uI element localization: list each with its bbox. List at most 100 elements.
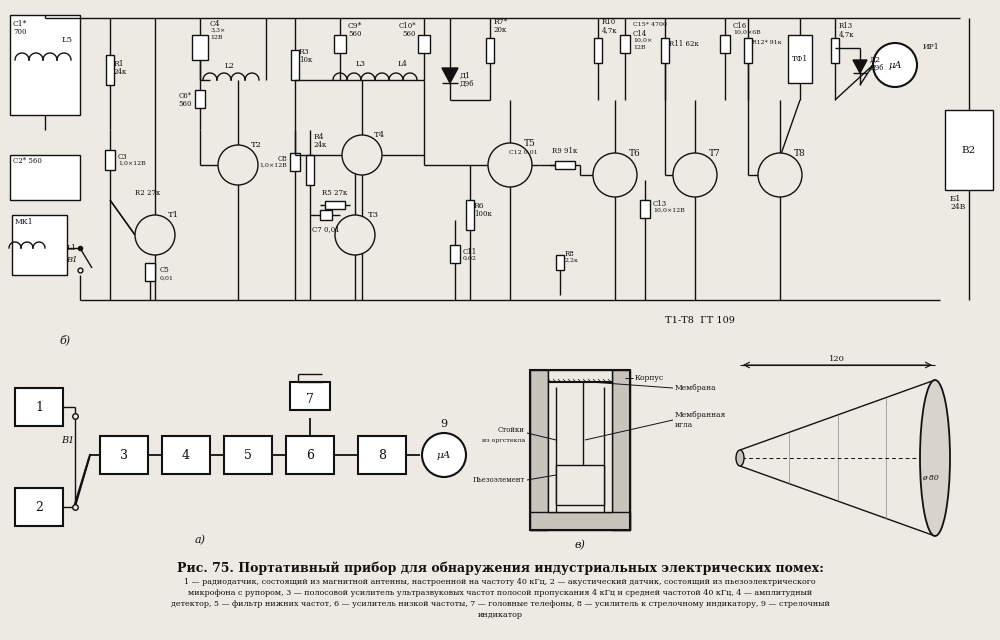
Text: L1: L1 — [67, 244, 77, 252]
Text: C16: C16 — [733, 22, 747, 30]
Bar — [15, 488, 63, 526]
Bar — [224, 436, 272, 474]
Text: Д1: Д1 — [460, 72, 471, 80]
Bar — [640, 200, 650, 218]
Bar — [831, 38, 839, 63]
Circle shape — [758, 153, 802, 197]
Text: μA: μA — [888, 61, 902, 70]
Text: B1: B1 — [66, 256, 78, 264]
Text: C1*: C1* — [13, 20, 27, 28]
Text: 10,0×6В: 10,0×6В — [733, 30, 761, 35]
Bar — [290, 153, 300, 171]
Text: T1: T1 — [168, 211, 178, 219]
Text: 8: 8 — [378, 449, 386, 461]
Bar — [418, 35, 430, 53]
Bar — [620, 35, 630, 53]
Bar — [720, 35, 730, 53]
Text: 9: 9 — [440, 419, 448, 429]
Bar — [556, 255, 564, 270]
Text: 1 — радиодатчик, состоящий из магнитной антенны, настроенной на частоту 40 кГц, : 1 — радиодатчик, состоящий из магнитной … — [184, 578, 816, 586]
Text: R10: R10 — [602, 18, 616, 26]
Bar — [325, 201, 345, 209]
Bar — [555, 161, 575, 169]
Bar — [100, 436, 148, 474]
Text: 24к: 24к — [114, 68, 127, 76]
Text: детектор, 5 — фильтр нижних частот, 6 — усилитель низкой частоты, 7 — головные т: детектор, 5 — фильтр нижних частот, 6 — … — [171, 600, 829, 608]
Bar — [306, 155, 314, 185]
Text: из оргстекла: из оргстекла — [482, 438, 525, 442]
Bar — [530, 512, 630, 530]
Bar — [290, 382, 330, 410]
Text: R8: R8 — [565, 250, 575, 258]
Text: 5: 5 — [244, 449, 252, 461]
Text: микрофона с рупором, 3 — полосовой усилитель ультразвуковых частот полосой пропу: микрофона с рупором, 3 — полосовой усили… — [188, 589, 812, 597]
Text: Д2: Д2 — [870, 56, 881, 64]
Text: C2* 560: C2* 560 — [13, 157, 42, 165]
Bar — [612, 370, 630, 530]
Text: 700: 700 — [13, 28, 26, 36]
Bar — [518, 159, 522, 171]
Ellipse shape — [736, 450, 744, 466]
Text: T2: T2 — [251, 141, 261, 149]
Bar — [15, 388, 63, 426]
Text: 10к: 10к — [299, 56, 312, 64]
Circle shape — [488, 143, 532, 187]
Text: T7: T7 — [709, 148, 721, 157]
Text: Мембрана: Мембрана — [675, 384, 717, 392]
Text: R3: R3 — [299, 48, 310, 56]
Bar — [334, 35, 346, 53]
Text: 12В: 12В — [210, 35, 222, 40]
Bar — [10, 15, 80, 115]
Text: ИР1: ИР1 — [923, 43, 940, 51]
Bar — [286, 436, 334, 474]
Bar — [661, 38, 669, 63]
Bar — [530, 370, 630, 530]
Bar — [105, 150, 115, 170]
Text: R5 27к: R5 27к — [322, 189, 348, 197]
Bar — [192, 35, 208, 60]
Text: Б1: Б1 — [950, 195, 962, 203]
Circle shape — [422, 433, 466, 477]
Text: 560: 560 — [348, 30, 362, 38]
Text: R4: R4 — [314, 133, 325, 141]
Text: T5: T5 — [524, 138, 536, 147]
Text: МК1: МК1 — [15, 218, 34, 226]
Text: Д9б: Д9б — [460, 80, 475, 88]
Text: C4: C4 — [210, 20, 221, 28]
Text: 560: 560 — [402, 30, 416, 38]
Text: L3: L3 — [356, 60, 366, 68]
Text: R1: R1 — [114, 60, 125, 68]
Text: Рис. 75. Портативный прибор для обнаружения индустриальных электрических помех:: Рис. 75. Портативный прибор для обнаруже… — [177, 561, 823, 575]
Text: 10,0×12В: 10,0×12В — [653, 208, 685, 213]
Text: C15* 4700: C15* 4700 — [633, 22, 667, 27]
Text: 24В: 24В — [950, 203, 965, 211]
Bar — [145, 263, 155, 281]
Text: 1: 1 — [35, 401, 43, 413]
Text: 4,7к: 4,7к — [839, 30, 855, 38]
Bar — [291, 50, 299, 80]
Text: 2,2к: 2,2к — [565, 258, 579, 263]
Text: R11 62к: R11 62к — [669, 40, 699, 48]
Text: C7 0,01: C7 0,01 — [312, 225, 340, 233]
Bar — [530, 370, 548, 530]
Text: R13: R13 — [839, 22, 853, 30]
Text: R12* 91к: R12* 91к — [752, 40, 782, 45]
Text: B2: B2 — [962, 145, 976, 154]
Text: 4,7к: 4,7к — [602, 26, 618, 34]
Text: 120: 120 — [829, 355, 845, 363]
Text: μA: μA — [437, 451, 451, 460]
Ellipse shape — [920, 380, 950, 536]
Circle shape — [873, 43, 917, 87]
Text: 0,01: 0,01 — [160, 275, 174, 280]
Text: R7*: R7* — [494, 18, 508, 26]
Text: Стойки: Стойки — [498, 426, 525, 434]
Text: игла: игла — [675, 421, 693, 429]
Circle shape — [335, 215, 375, 255]
Text: в): в) — [575, 540, 585, 550]
Text: ТФ1: ТФ1 — [792, 55, 808, 63]
Polygon shape — [853, 60, 867, 73]
Text: а): а) — [194, 535, 206, 545]
Bar — [744, 38, 752, 63]
Text: 10,0×: 10,0× — [633, 38, 652, 43]
Text: 6: 6 — [306, 449, 314, 461]
